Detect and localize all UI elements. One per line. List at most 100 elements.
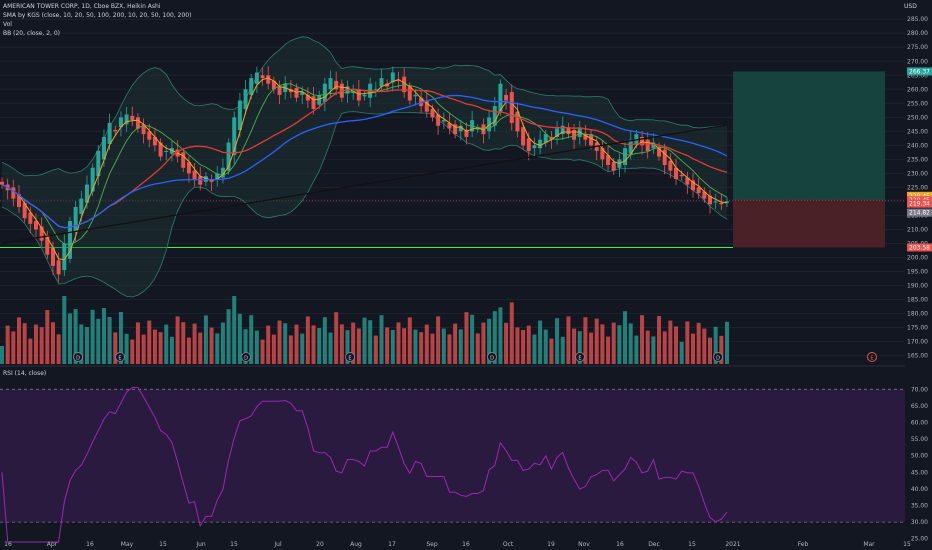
time-tick: 15 xyxy=(903,541,911,548)
rsi-tick: 25.00 xyxy=(911,536,928,543)
event-circle xyxy=(345,352,355,362)
time-tick: Nov xyxy=(578,541,590,548)
volume-bar xyxy=(198,332,203,364)
price-tag-bg xyxy=(907,67,932,76)
event-marker: D xyxy=(487,352,497,362)
candle-body xyxy=(288,89,293,93)
candle-body xyxy=(424,100,429,112)
volume-bar xyxy=(45,310,50,364)
candle-body xyxy=(628,139,633,154)
candle-body xyxy=(362,94,367,97)
volume-bar xyxy=(543,329,548,364)
price-tick: 265.00 xyxy=(907,72,928,79)
volume-bar xyxy=(368,320,373,364)
volume-bar xyxy=(220,322,225,364)
volume-bar xyxy=(209,327,214,364)
currency-label[interactable]: USD xyxy=(904,3,917,10)
candle-body xyxy=(657,146,662,157)
volume-bar xyxy=(0,346,4,364)
candle-body xyxy=(322,83,327,102)
event-letter: D xyxy=(716,355,720,361)
candle-body xyxy=(243,89,248,109)
event-marker: D xyxy=(713,352,723,362)
candle-body xyxy=(634,134,639,144)
price-tag-bg xyxy=(907,243,932,252)
candle-body xyxy=(328,78,333,90)
candle-body xyxy=(577,128,582,137)
volume-bar xyxy=(674,326,679,364)
candle-body xyxy=(334,80,339,90)
symbol-legend[interactable]: AMERICAN TOWER CORP, 1D, Cboe BZX, Heiki… xyxy=(3,3,161,10)
profit-zone xyxy=(733,71,885,201)
volume-bar xyxy=(589,332,594,364)
candle-body xyxy=(419,97,424,107)
candle-body xyxy=(645,139,650,151)
volume-bar xyxy=(679,341,684,364)
candle-body xyxy=(33,221,38,230)
price-axis[interactable]: 285.00 280.00 275.00 270.00 265.00 260.00 255.… xyxy=(905,0,932,550)
time-tick: 15 xyxy=(688,541,696,548)
candle-body xyxy=(0,181,4,185)
price-tag-bg xyxy=(907,208,932,217)
price-tick: 275.00 xyxy=(907,44,928,51)
candle-body xyxy=(679,174,684,177)
rsi-legend[interactable]: RSI (14, close) xyxy=(3,370,47,377)
volume-bar xyxy=(334,312,339,364)
volume-bar xyxy=(481,322,486,364)
candle-body xyxy=(600,148,605,160)
candle-body xyxy=(113,129,118,132)
event-letter: D xyxy=(244,355,248,361)
sma-legend[interactable]: SMA by KGS (close, 10, 20, 50, 100, 200,… xyxy=(3,12,192,19)
time-axis[interactable]: 16 Apr 16 May 15 Jun 15 Jul 20 Aug 17 Sep 16 Oct 19 Nov… xyxy=(4,541,911,548)
candle-body xyxy=(169,148,174,154)
volume-bar xyxy=(260,339,265,364)
candle-body xyxy=(685,177,690,185)
event-circle xyxy=(867,352,877,362)
candle-body xyxy=(560,125,565,135)
candle-body xyxy=(271,80,276,90)
volume-bar xyxy=(311,325,316,364)
candle-body xyxy=(22,202,27,219)
price-tick: 285.00 xyxy=(907,16,928,23)
volume-bar xyxy=(294,324,299,364)
price-tag-label: 266.37 xyxy=(909,68,930,75)
bb-legend[interactable]: BB (20, close, 2, 0) xyxy=(3,30,60,37)
candle-body xyxy=(611,162,616,171)
event-circle xyxy=(487,352,497,362)
volume-bar xyxy=(504,322,509,364)
candle-body xyxy=(464,129,469,137)
event-circle xyxy=(713,352,723,362)
candle-body xyxy=(118,117,123,128)
candle-body xyxy=(504,94,509,101)
volume-legend[interactable]: Vol xyxy=(3,21,12,28)
price-tick: 280.00 xyxy=(907,30,928,37)
price-tag-bg xyxy=(907,199,932,208)
bb-band xyxy=(1,36,728,177)
volume-bar xyxy=(464,312,469,364)
time-tick: Mar xyxy=(863,541,875,548)
time-tick: 2021 xyxy=(725,541,740,548)
candle-body xyxy=(515,111,520,132)
candle-body xyxy=(702,191,707,199)
candle-body xyxy=(56,260,61,275)
candle-body xyxy=(67,221,72,259)
long-position-tool[interactable] xyxy=(0,71,905,248)
event-circle xyxy=(241,352,251,362)
volume-bar xyxy=(356,328,361,364)
price-tick: 210.00 xyxy=(907,226,928,233)
volume-bar xyxy=(79,324,84,364)
price-tick: 225.00 xyxy=(907,184,928,191)
volume-bar xyxy=(300,333,305,364)
candle-body xyxy=(164,150,169,152)
bollinger-bands xyxy=(1,36,728,298)
event-marker: E xyxy=(575,352,585,362)
volume-bar xyxy=(719,335,724,364)
candle-body xyxy=(39,226,44,241)
event-letter: D xyxy=(490,355,494,361)
candle-body xyxy=(317,94,322,105)
volume-bar xyxy=(555,318,560,364)
volume-bar xyxy=(628,323,633,364)
volume-bar xyxy=(266,325,271,364)
candle-body xyxy=(158,142,163,157)
volume-bar xyxy=(243,329,248,364)
